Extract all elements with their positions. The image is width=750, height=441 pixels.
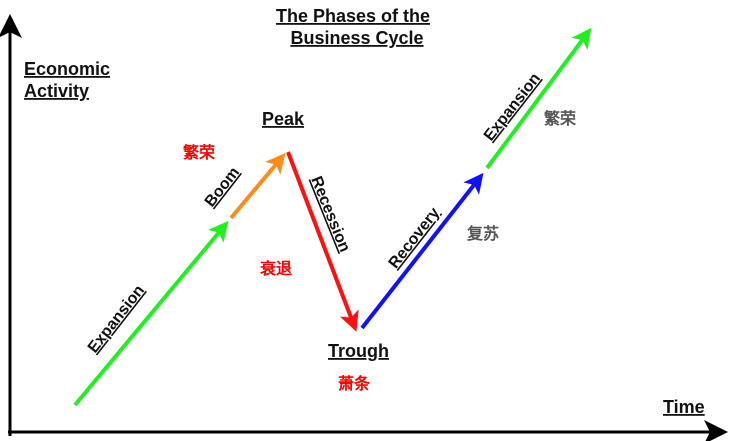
title-line-1: The Phases of the (276, 6, 430, 26)
title-line-2: Business Cycle (290, 28, 423, 48)
trough-label: Trough (328, 341, 389, 361)
boom-cn-label: 繁荣 (182, 143, 215, 162)
expansion-label-1: Expansion (85, 282, 148, 356)
x-axis-label: Time (663, 397, 705, 417)
recession-cn-label: 衰退 (259, 259, 292, 278)
recession-arrow (286, 151, 359, 332)
expansion-arrow-2 (485, 27, 592, 170)
expansion-cn-label: 繁荣 (543, 109, 576, 128)
recession-label: Recession (307, 174, 353, 255)
peak-label: Peak (262, 109, 305, 129)
y-axis-label-line-1: Economic (24, 59, 110, 79)
recovery-cn-label: 复苏 (466, 224, 499, 243)
trough-cn-label: 萧条 (338, 374, 371, 393)
expansion-arrow-1 (73, 220, 229, 407)
boom-arrow (229, 152, 286, 220)
y-axis-label-line-2: Activity (24, 81, 89, 101)
recovery-arrow (360, 172, 484, 330)
boom-label: Boom (202, 164, 243, 210)
